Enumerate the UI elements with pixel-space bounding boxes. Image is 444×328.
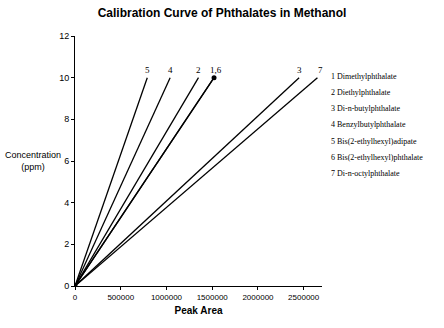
svg-text:1000000: 1000000: [151, 293, 183, 302]
svg-text:2000000: 2000000: [242, 293, 274, 302]
svg-text:5: 5: [145, 65, 150, 75]
svg-text:7: 7: [318, 65, 323, 75]
svg-text:500000: 500000: [107, 293, 134, 302]
svg-text:2 Diethylphthalate: 2 Diethylphthalate: [331, 88, 391, 97]
svg-text:2: 2: [64, 239, 69, 249]
svg-text:4: 4: [64, 198, 69, 208]
svg-text:Concentration(ppm): Concentration(ppm): [5, 150, 61, 172]
svg-text:2: 2: [196, 65, 201, 75]
svg-text:5 Bis(2-ethylhexyl)adipate: 5 Bis(2-ethylhexyl)adipate: [331, 137, 417, 146]
svg-text:0: 0: [64, 281, 69, 291]
svg-text:1500000: 1500000: [197, 293, 229, 302]
svg-text:3: 3: [297, 65, 302, 75]
svg-text:Peak Area: Peak Area: [175, 305, 223, 316]
svg-text:0: 0: [73, 293, 78, 302]
svg-text:1,6: 1,6: [210, 65, 222, 75]
svg-text:4: 4: [168, 65, 173, 75]
svg-text:1 Dimethylphthalate: 1 Dimethylphthalate: [331, 72, 397, 81]
svg-text:12: 12: [59, 31, 69, 41]
svg-text:6 Bis(2-ethylhexyl)phthalate: 6 Bis(2-ethylhexyl)phthalate: [331, 153, 423, 162]
svg-text:2500000: 2500000: [288, 293, 320, 302]
svg-text:4 Benzylbutylphthalate: 4 Benzylbutylphthalate: [331, 120, 406, 129]
svg-text:8: 8: [64, 114, 69, 124]
svg-text:7 Di-n-octylphthalate: 7 Di-n-octylphthalate: [331, 169, 400, 178]
svg-text:Calibration Curve of Phthalate: Calibration Curve of Phthalates in Metha…: [98, 6, 347, 20]
svg-text:6: 6: [64, 156, 69, 166]
svg-text:10: 10: [59, 73, 69, 83]
svg-text:3 Di-n-butylphthalate: 3 Di-n-butylphthalate: [331, 104, 401, 113]
